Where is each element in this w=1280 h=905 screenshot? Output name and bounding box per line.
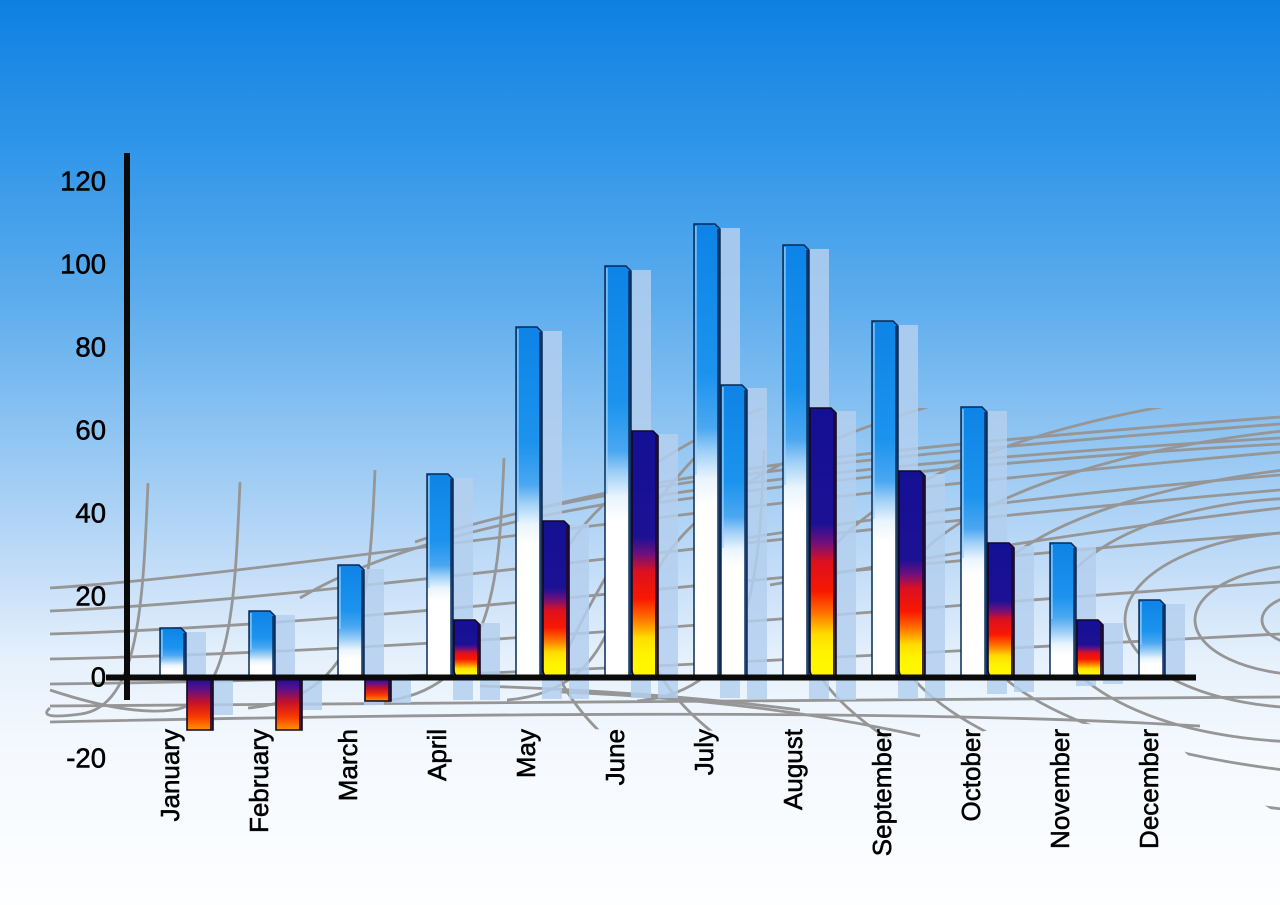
svg-text:August: August: [778, 728, 808, 810]
svg-text:October: October: [956, 729, 986, 822]
svg-text:December: December: [1134, 729, 1164, 849]
svg-text:March: March: [333, 729, 363, 801]
svg-text:September: September: [867, 729, 897, 857]
svg-text:May: May: [511, 729, 541, 778]
svg-text:40: 40: [75, 498, 106, 529]
svg-text:July: July: [689, 729, 719, 775]
svg-text:-20: -20: [66, 743, 106, 774]
svg-text:0: 0: [91, 662, 106, 693]
svg-text:80: 80: [75, 332, 106, 363]
svg-text:100: 100: [60, 249, 106, 280]
svg-text:January: January: [155, 729, 185, 822]
svg-text:120: 120: [60, 166, 106, 197]
svg-text:June: June: [600, 729, 630, 785]
svg-text:60: 60: [75, 415, 106, 446]
svg-text:April: April: [422, 729, 452, 781]
svg-text:20: 20: [75, 581, 106, 612]
svg-text:February: February: [244, 729, 274, 833]
svg-text:November: November: [1045, 729, 1075, 849]
